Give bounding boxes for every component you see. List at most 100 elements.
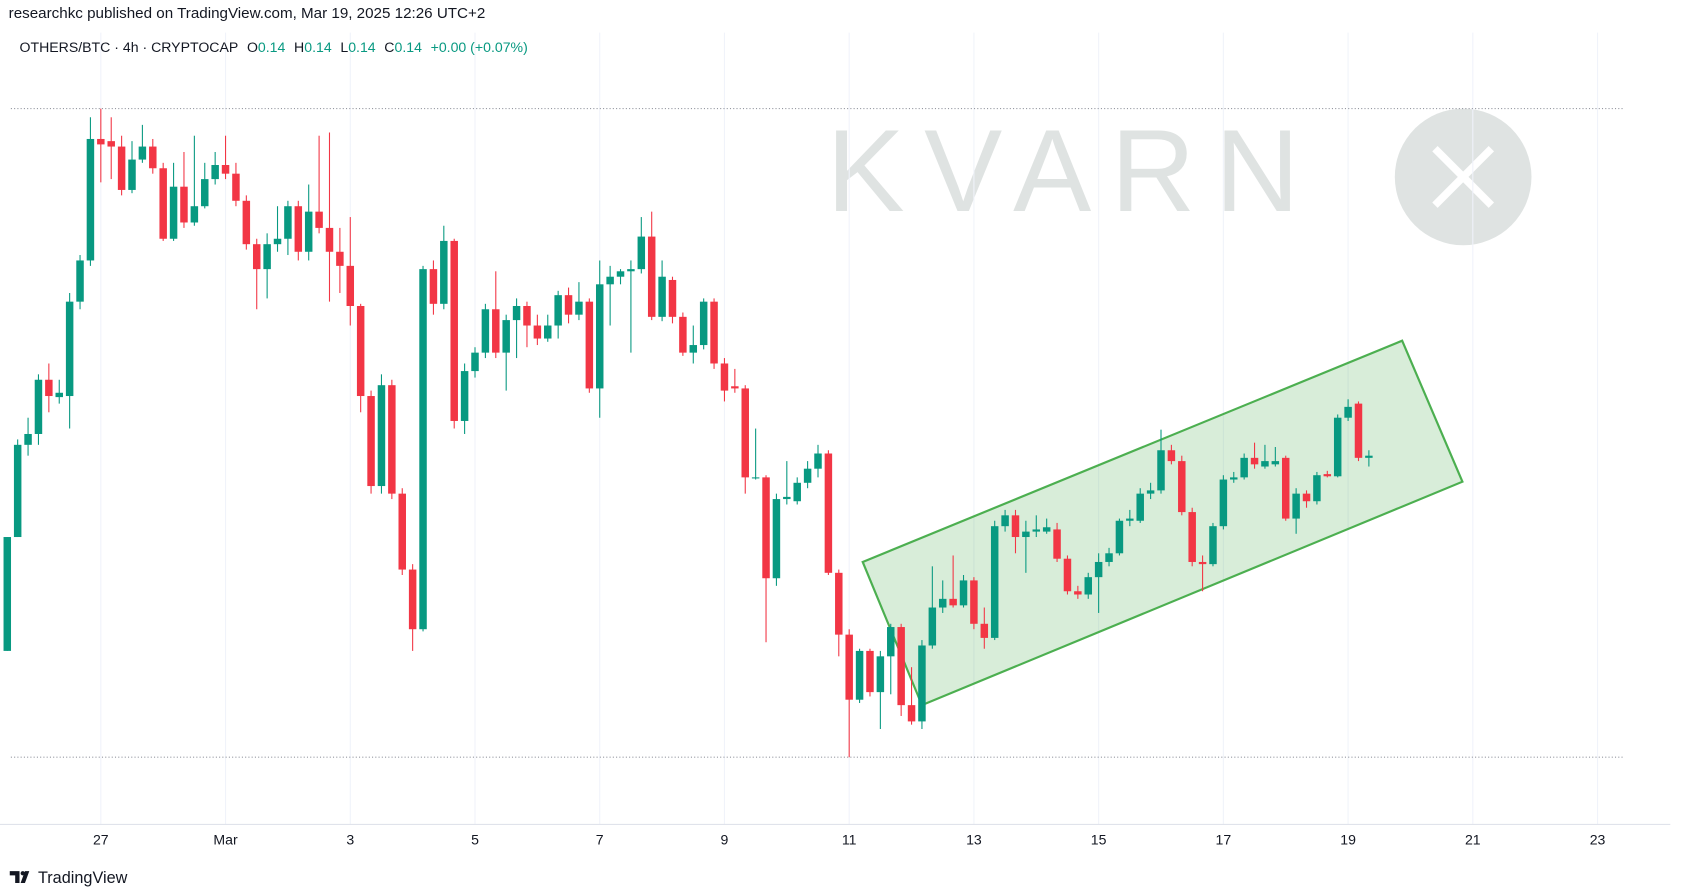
watermark-text: KVARN bbox=[826, 105, 1318, 236]
candle-body bbox=[845, 634, 853, 700]
candle-body bbox=[949, 598, 957, 606]
candle-body bbox=[481, 309, 490, 353]
candle-body bbox=[1178, 461, 1186, 513]
footer-brand: TradingView bbox=[38, 869, 128, 887]
ohlc-label: C bbox=[384, 39, 394, 55]
candle-body bbox=[273, 238, 282, 245]
candle-body bbox=[523, 306, 531, 326]
candle-body bbox=[1146, 490, 1155, 494]
candle-body bbox=[679, 316, 687, 353]
candle-body bbox=[990, 526, 999, 638]
candle-body bbox=[897, 627, 905, 706]
candle-body bbox=[699, 301, 708, 346]
x-tick-label: Mar bbox=[213, 831, 238, 847]
candle-body bbox=[440, 240, 448, 304]
candle-body bbox=[117, 146, 126, 190]
candle-body bbox=[128, 159, 136, 190]
x-tick-label: 21 bbox=[1465, 831, 1481, 847]
candle-body bbox=[1240, 457, 1248, 478]
candle-body bbox=[668, 279, 677, 317]
candle-body bbox=[1219, 479, 1228, 527]
candle-body bbox=[1209, 526, 1217, 565]
candle-body bbox=[876, 656, 885, 693]
x-tick-label: 17 bbox=[1216, 831, 1232, 847]
x-tick-label: 5 bbox=[471, 831, 479, 847]
candle-body bbox=[606, 276, 614, 285]
tradingview-logo: TradingView bbox=[9, 869, 128, 887]
candle-body bbox=[65, 301, 74, 397]
candle-body bbox=[1292, 493, 1300, 519]
candle-body bbox=[595, 284, 604, 389]
candle-body bbox=[533, 325, 542, 339]
candle-body bbox=[502, 320, 510, 353]
candle-body bbox=[1032, 529, 1041, 532]
candle-body bbox=[835, 572, 843, 635]
candle-body bbox=[1261, 461, 1269, 467]
candle-body bbox=[190, 206, 199, 223]
candle-body bbox=[1126, 518, 1134, 521]
candle-body bbox=[388, 385, 396, 494]
candle-body bbox=[325, 227, 334, 252]
symbol: OTHERS/BTC · 4h · CRYPTOCAP bbox=[20, 39, 239, 55]
candle-body bbox=[263, 244, 271, 270]
candle-body bbox=[13, 444, 22, 538]
candle-body bbox=[315, 211, 323, 228]
candle-body bbox=[585, 301, 594, 389]
candle-body bbox=[512, 306, 521, 321]
candle-body bbox=[1136, 493, 1144, 521]
candle-body bbox=[419, 269, 427, 630]
candle-body bbox=[1302, 493, 1311, 502]
candle-body bbox=[814, 453, 822, 469]
candle-body bbox=[907, 705, 916, 722]
candle-body bbox=[1074, 591, 1082, 595]
candle-body bbox=[793, 482, 801, 502]
candle-body bbox=[284, 206, 292, 239]
candle-body bbox=[304, 211, 313, 252]
candle-body bbox=[1250, 457, 1259, 465]
candle-body bbox=[627, 269, 635, 272]
candle-body bbox=[647, 236, 656, 317]
ohlc-value: 0.14 bbox=[304, 39, 332, 55]
candle-body bbox=[1022, 531, 1030, 538]
candle-body bbox=[637, 236, 646, 270]
candle-body bbox=[1063, 558, 1072, 592]
candle-body bbox=[1001, 515, 1009, 527]
candle-body bbox=[450, 240, 458, 421]
symbol-legend: OTHERS/BTC · 4h · CRYPTOCAP O0.14 H0.14 L0.… bbox=[20, 39, 528, 55]
candle-body bbox=[3, 537, 12, 651]
candle-body bbox=[1011, 515, 1020, 538]
candle-body bbox=[471, 352, 479, 372]
candle-body bbox=[1281, 457, 1290, 519]
candle-body bbox=[1271, 461, 1280, 465]
candle-body bbox=[741, 388, 749, 478]
candle-body bbox=[180, 186, 188, 223]
candle-body bbox=[783, 496, 791, 500]
candle-body bbox=[107, 141, 115, 147]
candle-body bbox=[772, 499, 781, 579]
candle-body bbox=[45, 379, 53, 397]
ohlc-value: 0.14 bbox=[258, 39, 286, 55]
candle-body bbox=[751, 477, 760, 479]
candle-body bbox=[1230, 477, 1238, 480]
candle-body bbox=[1094, 561, 1103, 578]
candle-body bbox=[938, 598, 947, 608]
watermark: KVARN bbox=[826, 105, 1532, 246]
candle-body bbox=[575, 301, 583, 315]
candle-body bbox=[211, 165, 219, 180]
candle-body bbox=[169, 186, 178, 239]
tv-icon-dot bbox=[20, 871, 25, 876]
candle-body bbox=[294, 206, 303, 252]
candle-body bbox=[149, 146, 157, 169]
candle-body bbox=[710, 301, 718, 364]
candle-body bbox=[1053, 529, 1061, 559]
candle-body bbox=[1167, 450, 1176, 462]
candle-body bbox=[34, 379, 43, 434]
candle-body bbox=[1313, 475, 1321, 502]
candle-body bbox=[1042, 527, 1051, 532]
candle-body bbox=[159, 168, 167, 239]
candle-body bbox=[336, 251, 344, 266]
watermark-logo-mark bbox=[1432, 146, 1495, 208]
candle-body bbox=[980, 623, 989, 638]
candle-body bbox=[866, 650, 874, 693]
